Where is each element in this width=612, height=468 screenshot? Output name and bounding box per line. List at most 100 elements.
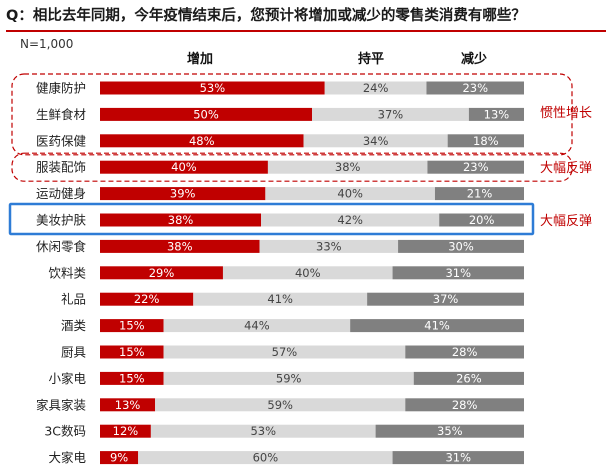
bar-segment	[100, 371, 164, 385]
data-label: 37%	[378, 107, 404, 121]
bar-segment	[100, 213, 262, 227]
data-label: 23%	[463, 160, 489, 174]
dashed-group-outline	[11, 152, 573, 182]
bar-segment	[405, 345, 524, 359]
data-label: 15%	[119, 371, 145, 385]
category-label: 3C数码	[44, 424, 86, 439]
bar-segment	[259, 239, 399, 253]
bar-segment	[427, 160, 524, 174]
category-label: 饮料类	[48, 265, 86, 280]
data-label: 53%	[200, 81, 226, 95]
data-label: 59%	[267, 398, 293, 412]
bar-segment	[100, 266, 223, 280]
data-label: 31%	[445, 266, 471, 280]
bar-segment	[100, 319, 164, 333]
bar-segment	[392, 266, 524, 280]
bar-segment	[468, 107, 524, 121]
data-label: 40%	[171, 160, 197, 174]
category-label: 生鲜食材	[36, 107, 86, 122]
data-label: 35%	[437, 424, 463, 438]
category-label: 厨具	[61, 345, 87, 360]
bar-segment	[138, 451, 393, 465]
bar-segment	[426, 81, 524, 95]
data-label: 31%	[445, 451, 471, 465]
annotation-rebound-beauty: 大幅反弹	[540, 214, 593, 229]
data-label: 57%	[272, 345, 298, 359]
sample-size-label: N=1,000	[20, 37, 74, 51]
column-header-decrease: 减少	[460, 52, 488, 67]
bar-segment	[100, 134, 304, 148]
bar-segment	[392, 451, 524, 465]
annotation-rebound-apparel: 大幅反弹	[540, 161, 593, 176]
data-label: 33%	[316, 239, 342, 253]
category-label: 小家电	[48, 371, 86, 386]
data-label: 39%	[170, 187, 196, 201]
category-label: 运动健身	[36, 186, 86, 201]
data-label: 41%	[267, 292, 293, 306]
data-label: 34%	[363, 134, 389, 148]
data-label: 22%	[134, 292, 160, 306]
bar-segment	[439, 213, 524, 227]
category-label: 健康防护	[36, 81, 86, 96]
bar-segment	[150, 424, 376, 438]
data-label: 28%	[452, 345, 478, 359]
annotation-inertial-growth: 惯性增长	[540, 106, 593, 121]
title-rule	[6, 30, 606, 32]
data-label: 38%	[168, 213, 194, 227]
bar-segment	[324, 81, 427, 95]
bar-segment	[434, 187, 524, 201]
bar-segment	[312, 107, 469, 121]
data-label: 41%	[424, 319, 450, 333]
bar-segment	[100, 107, 312, 121]
data-label: 29%	[149, 266, 175, 280]
data-label: 40%	[337, 187, 363, 201]
bar-segment	[100, 398, 156, 412]
data-label: 53%	[250, 424, 276, 438]
bar-segment	[100, 345, 164, 359]
dashed-group-outline	[11, 73, 573, 156]
bar-segment	[405, 398, 524, 412]
data-label: 28%	[452, 398, 478, 412]
data-label: 15%	[119, 345, 145, 359]
category-label: 医药保健	[36, 133, 87, 148]
data-label: 38%	[167, 239, 193, 253]
data-label: 40%	[295, 266, 321, 280]
data-label: 21%	[467, 187, 493, 201]
bar-segment	[193, 292, 368, 306]
data-label: 30%	[448, 239, 474, 253]
category-label: 大家电	[48, 450, 86, 465]
bar-segment	[100, 239, 260, 253]
data-label: 44%	[244, 319, 270, 333]
bar-segment	[222, 266, 393, 280]
bar-segment	[100, 160, 268, 174]
bar-segment	[100, 187, 266, 201]
bar-segment	[100, 424, 151, 438]
data-label: 59%	[276, 371, 302, 385]
data-label: 23%	[462, 81, 488, 95]
data-label: 9%	[110, 451, 128, 465]
bar-segment	[413, 371, 524, 385]
category-label: 礼品	[61, 292, 86, 307]
bar-segment	[398, 239, 524, 253]
category-label: 酒类	[61, 318, 87, 333]
bar-segment	[100, 451, 139, 465]
column-header-same: 持平	[357, 52, 385, 67]
bar-segment	[155, 398, 406, 412]
data-label: 20%	[469, 213, 495, 227]
category-label: 休闲零食	[36, 239, 87, 254]
bar-segment	[163, 371, 414, 385]
highlight-box	[8, 202, 535, 236]
bar-segment	[350, 319, 524, 333]
bar-segment	[163, 345, 406, 359]
data-label: 26%	[456, 371, 482, 385]
bar-segment	[265, 187, 435, 201]
bar-segment	[367, 292, 524, 306]
column-header-increase: 增加	[186, 52, 214, 67]
bar-segment	[163, 319, 351, 333]
data-label: 38%	[335, 160, 361, 174]
data-label: 15%	[119, 319, 145, 333]
data-label: 13%	[115, 398, 141, 412]
bar-segment	[267, 160, 428, 174]
category-label: 服装配饰	[36, 160, 86, 175]
